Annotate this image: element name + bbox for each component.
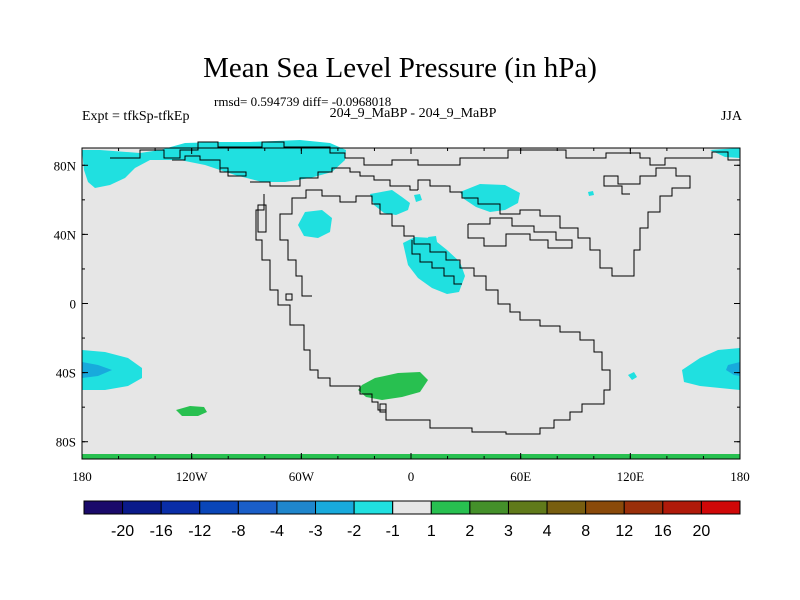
colorbar-swatch (623, 500, 664, 515)
colorbar-label: -2 (347, 523, 361, 540)
coast-island-2 (285, 293, 293, 301)
anomaly-south-indian-dot (628, 372, 637, 380)
anomaly-north-atlantic-small (414, 194, 422, 202)
x-tick-label: 180 (730, 469, 750, 484)
colorbar-swatch (430, 500, 471, 515)
colorbar-label: -4 (270, 523, 284, 540)
anomaly-south-atlantic (358, 372, 428, 400)
colorbar-swatch (585, 500, 625, 515)
coast-pangea-outline (110, 141, 740, 166)
coast-tethys-interior (467, 217, 573, 249)
colorbar-swatch (83, 500, 124, 515)
coast-pangea-west (255, 189, 611, 435)
y-tick-label: 0 (70, 297, 77, 312)
colorbar-swatch (199, 500, 239, 515)
y-tick-label: 40N (54, 227, 77, 242)
colorbar-swatch (276, 500, 317, 515)
chart-title: Mean Sea Level Pressure (in hPa) (203, 52, 597, 84)
colorbar-swatch (315, 500, 355, 515)
anomaly-north-tethys (460, 184, 520, 212)
anomaly-south-pacific-west-core (82, 362, 112, 378)
anomaly-arctic-east (710, 148, 740, 158)
colorbar-label: -8 (231, 523, 245, 540)
tick-layer (81, 148, 741, 459)
colorbar-label: 16 (654, 523, 672, 540)
anomaly-south-pacific-east (682, 348, 740, 390)
y-tick-label: 80N (54, 158, 77, 173)
anomaly-arctic-north-america (82, 140, 346, 188)
colorbar-label: -20 (111, 523, 134, 540)
colorbar-label: 4 (543, 523, 552, 540)
coastline-layer (110, 141, 740, 435)
coast-tethys-north (417, 167, 691, 277)
experiment-label: Expt = tfkSp-tfkEp (82, 109, 190, 124)
anomaly-west-tethys (403, 237, 465, 294)
x-tick-label: 60E (510, 469, 531, 484)
colorbar-swatch (160, 500, 201, 515)
coast-west-tethys (411, 240, 462, 285)
coast-north-pangea-east (250, 167, 418, 191)
x-tick-label: 60W (289, 469, 315, 484)
colorbar-label: -16 (150, 523, 173, 540)
colorbar-label: 2 (465, 523, 474, 540)
stats-line: rmsd= 0.594739 diff= -0.0968018 (214, 94, 392, 109)
coast-island-1 (257, 204, 267, 233)
colorbar-label: 3 (504, 523, 513, 540)
anomaly-north-america-west (298, 210, 332, 238)
anomaly-south-pacific-small (176, 406, 207, 416)
colorbar (83, 500, 741, 515)
season-label: JJA (720, 109, 742, 124)
colorbar-swatch (700, 500, 741, 515)
colorbar-swatch (662, 500, 702, 515)
coast-north-america-interior (172, 155, 247, 177)
colorbar-label: 20 (693, 523, 711, 540)
colorbar-labels: -20 -16 -12 -8 -4 -3 -2 -1 1 2 3 4 8 12 16 20 (111, 523, 710, 540)
y-tick-label: 80S (56, 435, 76, 450)
x-tick-label: 120E (617, 469, 645, 484)
colorbar-swatch (353, 500, 394, 515)
x-tick-labels: 180 120W 60W 0 60E 120E 180 (72, 469, 750, 484)
colorbar-label: 12 (615, 523, 633, 540)
anomaly-east-dot (588, 191, 594, 196)
anomaly-west-tethys-small (428, 236, 437, 243)
colorbar-swatch (507, 500, 548, 515)
colorbar-label: 8 (581, 523, 590, 540)
x-tick-label: 180 (72, 469, 92, 484)
colorbar-label: -12 (188, 523, 211, 540)
period-label: 204_9_MaBP - 204_9_MaBP (329, 106, 497, 121)
y-tick-label: 40S (56, 366, 76, 381)
colorbar-swatch (392, 500, 432, 515)
colorbar-swatch (469, 500, 509, 515)
coast-island-3 (379, 403, 387, 413)
colorbar-swatch (546, 500, 587, 515)
colorbar-label: -1 (386, 523, 400, 540)
y-tick-labels: 80N 40N 0 40S 80S (54, 158, 77, 449)
colorbar-label: -3 (308, 523, 322, 540)
colorbar-label: 1 (427, 523, 436, 540)
colorbar-swatch (237, 500, 278, 515)
x-tick-label: 120W (176, 469, 209, 484)
colorbar-swatch (122, 500, 162, 515)
x-tick-label: 0 (408, 469, 415, 484)
